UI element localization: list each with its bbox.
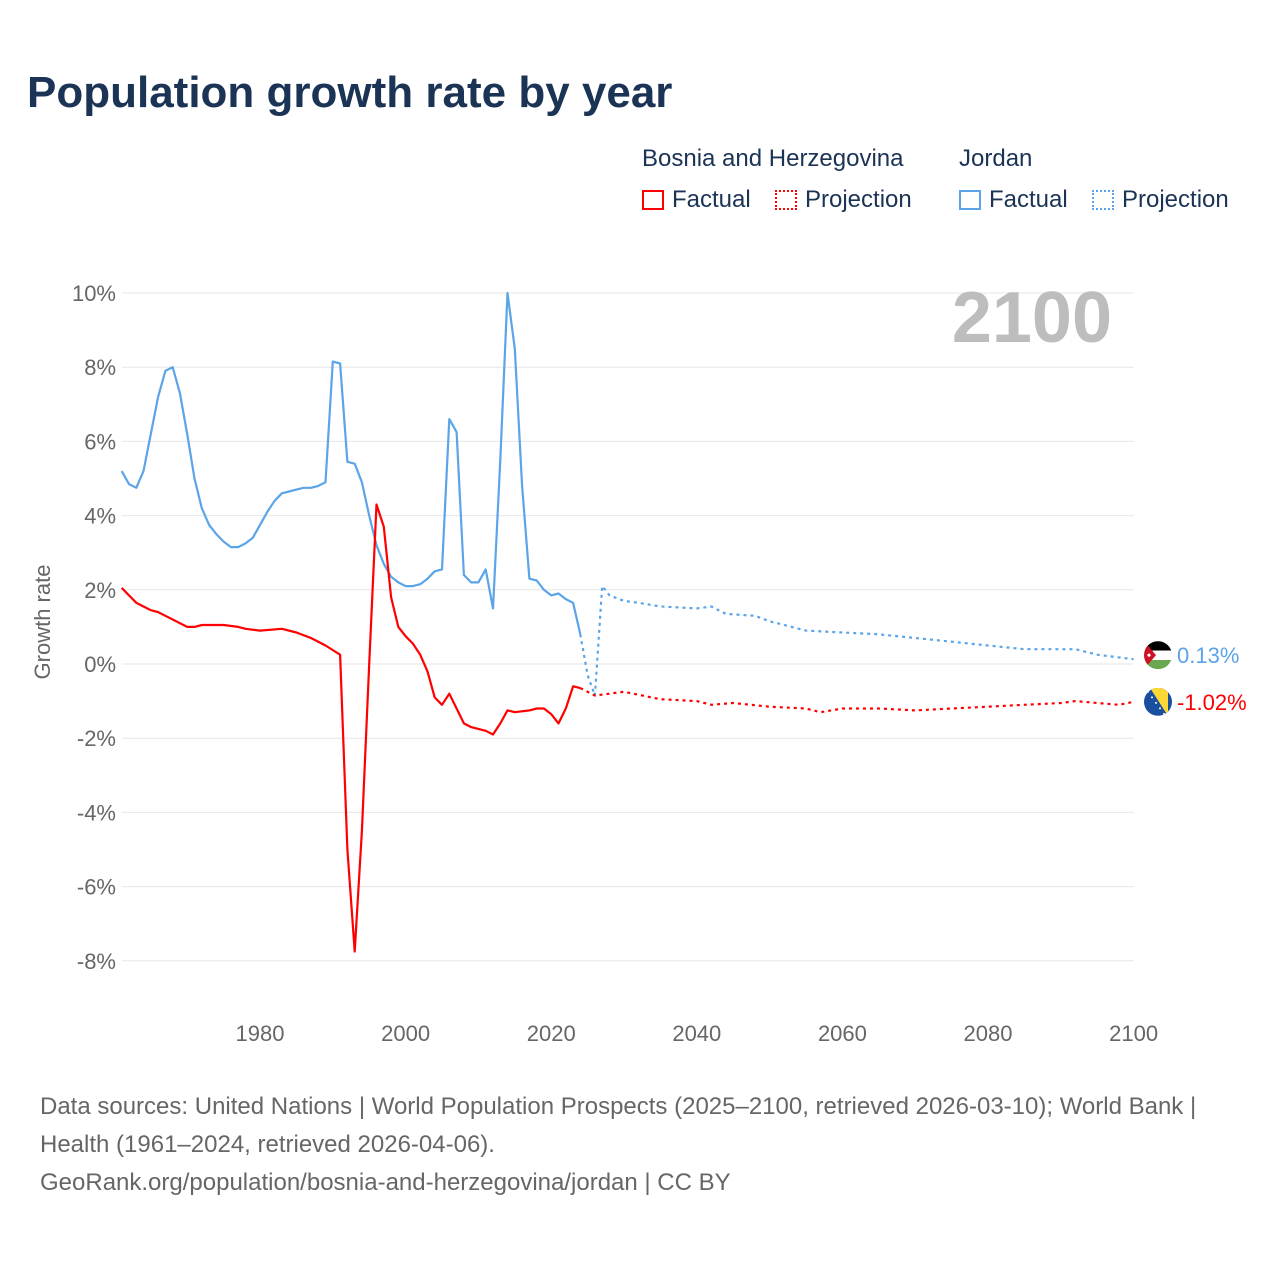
legend-bosnia-projection[interactable]: Projection bbox=[775, 186, 912, 214]
end-value-label: -1.02% bbox=[1177, 690, 1247, 715]
bosnia-end-marker bbox=[1144, 687, 1172, 716]
x-tick-label: 1980 bbox=[236, 1021, 285, 1046]
y-tick-label: -8% bbox=[77, 949, 116, 974]
credit-link[interactable]: GeoRank.org/population/bosnia-and-herzeg… bbox=[40, 1169, 731, 1196]
legend-swatch-dotted bbox=[1092, 190, 1114, 210]
jordan-factual-line bbox=[120, 291, 582, 635]
legend-country-bosnia: Bosnia and Herzegovina bbox=[642, 145, 904, 172]
y-tick-label: -6% bbox=[77, 875, 116, 900]
legend-bosnia-factual[interactable]: Factual bbox=[642, 186, 751, 214]
y-tick-label: 4% bbox=[84, 504, 116, 529]
y-tick-label: -4% bbox=[77, 800, 116, 825]
end-value-label: 0.13% bbox=[1177, 643, 1239, 668]
y-tick-label: -2% bbox=[77, 726, 116, 751]
bosnia-flag-icon bbox=[1144, 687, 1172, 716]
y-tick-label: 8% bbox=[84, 355, 116, 380]
legend-swatch-solid bbox=[642, 190, 664, 210]
y-tick-label: 0% bbox=[84, 652, 116, 677]
bosnia-factual-line bbox=[120, 503, 581, 953]
legend-label: Factual bbox=[672, 186, 751, 213]
bosnia-projection-line bbox=[579, 687, 1134, 714]
legend-label: Projection bbox=[1122, 186, 1229, 213]
jordan-flag-icon bbox=[1144, 641, 1172, 670]
y-axis-label: Growth rate bbox=[30, 565, 55, 680]
plot-area: 10% 8% 6% 4% 2% 0% -2% -4% -6% -8% 1980 2000 2020 204… bbox=[30, 278, 1247, 1046]
flag-star bbox=[1155, 701, 1157, 704]
legend-label: Factual bbox=[989, 186, 1068, 213]
y-tick-label: 10% bbox=[72, 281, 116, 306]
jordan-projection-line bbox=[579, 584, 1134, 697]
x-tick-label: 2080 bbox=[964, 1021, 1013, 1046]
flag-star bbox=[1147, 690, 1149, 693]
year-watermark: 2100 bbox=[952, 278, 1112, 358]
flag-triangle bbox=[1150, 687, 1168, 716]
legend-swatch-dotted bbox=[775, 190, 797, 210]
chart-title: Population growth rate by year bbox=[27, 68, 673, 117]
legend-jordan-factual[interactable]: Factual bbox=[959, 186, 1068, 214]
x-tick-label: 2020 bbox=[527, 1021, 576, 1046]
data-sources: Data sources: United Nations | World Pop… bbox=[40, 1093, 1197, 1158]
y-tick-label: 6% bbox=[84, 429, 116, 454]
x-tick-label: 2100 bbox=[1109, 1021, 1158, 1046]
flag-stripe bbox=[1144, 650, 1172, 660]
legend-swatch-solid bbox=[959, 190, 981, 210]
flag-stripe bbox=[1144, 641, 1172, 651]
x-tick-label: 2060 bbox=[818, 1021, 867, 1046]
legend-country-jordan: Jordan bbox=[959, 145, 1033, 172]
x-tick-label: 2000 bbox=[381, 1021, 430, 1046]
legend-jordan-projection[interactable]: Projection bbox=[1092, 186, 1229, 214]
flag-stripe bbox=[1144, 659, 1172, 670]
y-tick-label: 2% bbox=[84, 578, 116, 603]
flag-star bbox=[1151, 696, 1153, 699]
legend-label: Projection bbox=[805, 186, 912, 213]
flag-star bbox=[1163, 712, 1165, 715]
x-tick-label: 2040 bbox=[672, 1021, 721, 1046]
flag-star bbox=[1147, 653, 1151, 657]
jordan-end-marker bbox=[1144, 641, 1172, 670]
flag-star bbox=[1159, 707, 1161, 710]
